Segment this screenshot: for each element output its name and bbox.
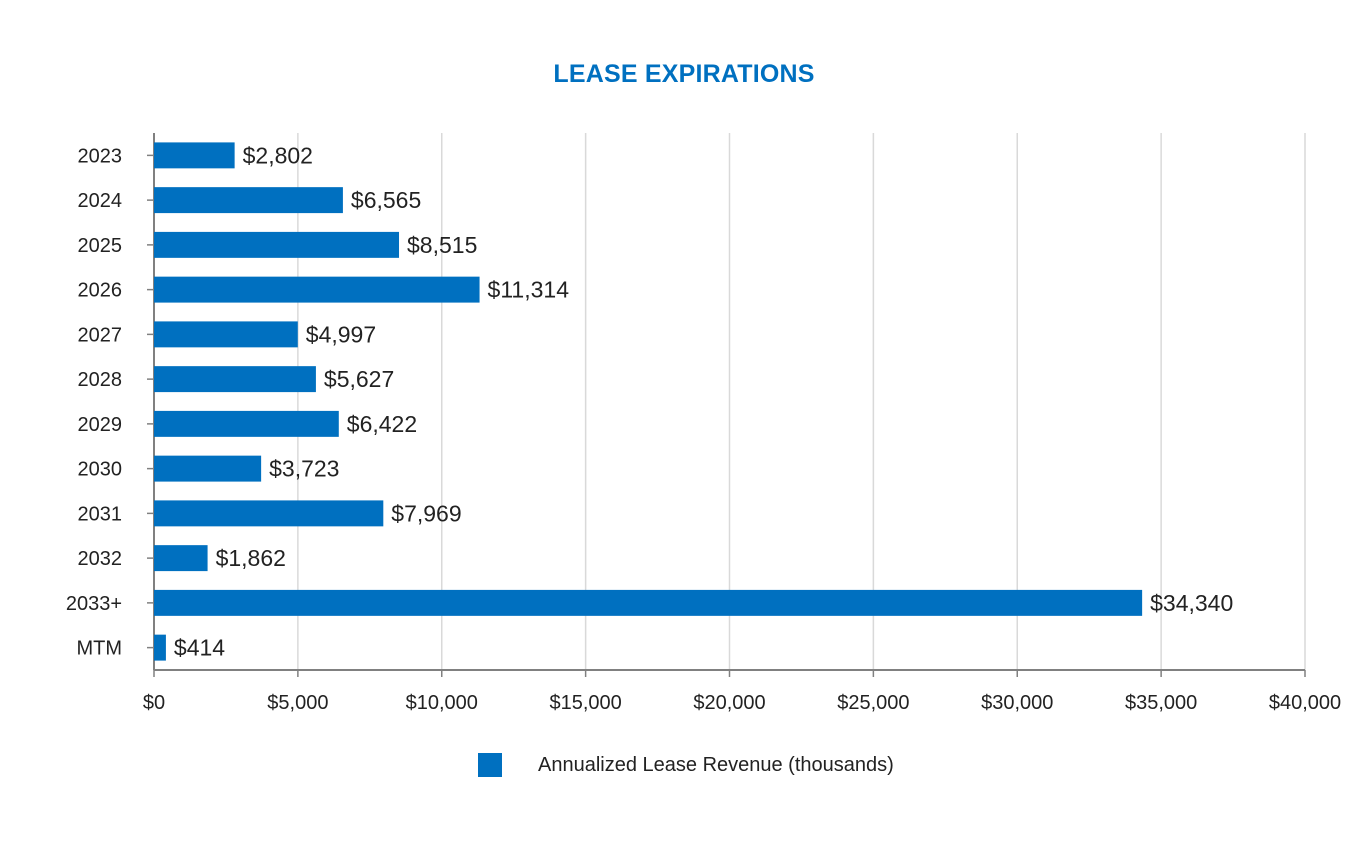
data-label: $34,340: [1150, 590, 1233, 616]
bar: [154, 545, 208, 572]
data-label: $4,997: [306, 321, 376, 347]
bar: [154, 634, 166, 661]
x-tick-label: $0: [143, 692, 165, 714]
x-tick-label: $5,000: [267, 692, 328, 714]
data-label: $1,862: [216, 545, 286, 571]
y-tick-label: 2027: [78, 324, 123, 346]
data-label: $7,969: [391, 500, 461, 526]
y-tick-label: 2029: [78, 414, 123, 436]
y-tick-label: 2028: [78, 369, 123, 391]
y-tick-label: 2032: [78, 548, 123, 570]
bar: [154, 187, 343, 214]
bar: [154, 231, 400, 258]
y-tick-label: 2025: [78, 235, 123, 257]
bar: [154, 455, 262, 482]
y-tick-label: 2024: [78, 190, 123, 212]
y-tick-label: 2033+: [66, 593, 122, 615]
data-label: $414: [174, 635, 225, 661]
data-label: $2,802: [243, 142, 313, 168]
x-tick-label: $25,000: [837, 692, 909, 714]
x-tick-label: $30,000: [981, 692, 1053, 714]
data-label: $3,723: [269, 456, 339, 482]
x-tick-label: $40,000: [1269, 692, 1341, 714]
data-label: $11,314: [488, 277, 570, 303]
bar: [154, 321, 298, 348]
x-tick-label: $35,000: [1125, 692, 1197, 714]
data-label: $6,565: [351, 187, 421, 213]
legend: Annualized Lease Revenue (thousands): [478, 752, 894, 778]
y-tick-label: 2023: [78, 145, 123, 167]
bar: [154, 366, 316, 393]
legend-label: Annualized Lease Revenue (thousands): [538, 753, 894, 776]
bar: [154, 500, 384, 527]
data-label: $8,515: [407, 232, 477, 258]
bar: [154, 589, 1143, 616]
bar: [154, 276, 480, 303]
x-tick-label: $20,000: [693, 692, 765, 714]
y-tick-label: 2031: [78, 503, 123, 525]
bar: [154, 142, 235, 169]
y-tick-label: 2030: [78, 459, 123, 481]
data-label: $5,627: [324, 366, 394, 392]
legend-swatch: [478, 753, 502, 777]
chart-title: LEASE EXPIRATIONS: [553, 60, 815, 88]
y-tick-label: 2026: [78, 280, 123, 302]
y-tick-label: MTM: [76, 638, 122, 660]
data-label: $6,422: [347, 411, 417, 437]
x-tick-label: $15,000: [549, 692, 621, 714]
x-tick-label: $10,000: [406, 692, 478, 714]
bar: [154, 410, 339, 437]
